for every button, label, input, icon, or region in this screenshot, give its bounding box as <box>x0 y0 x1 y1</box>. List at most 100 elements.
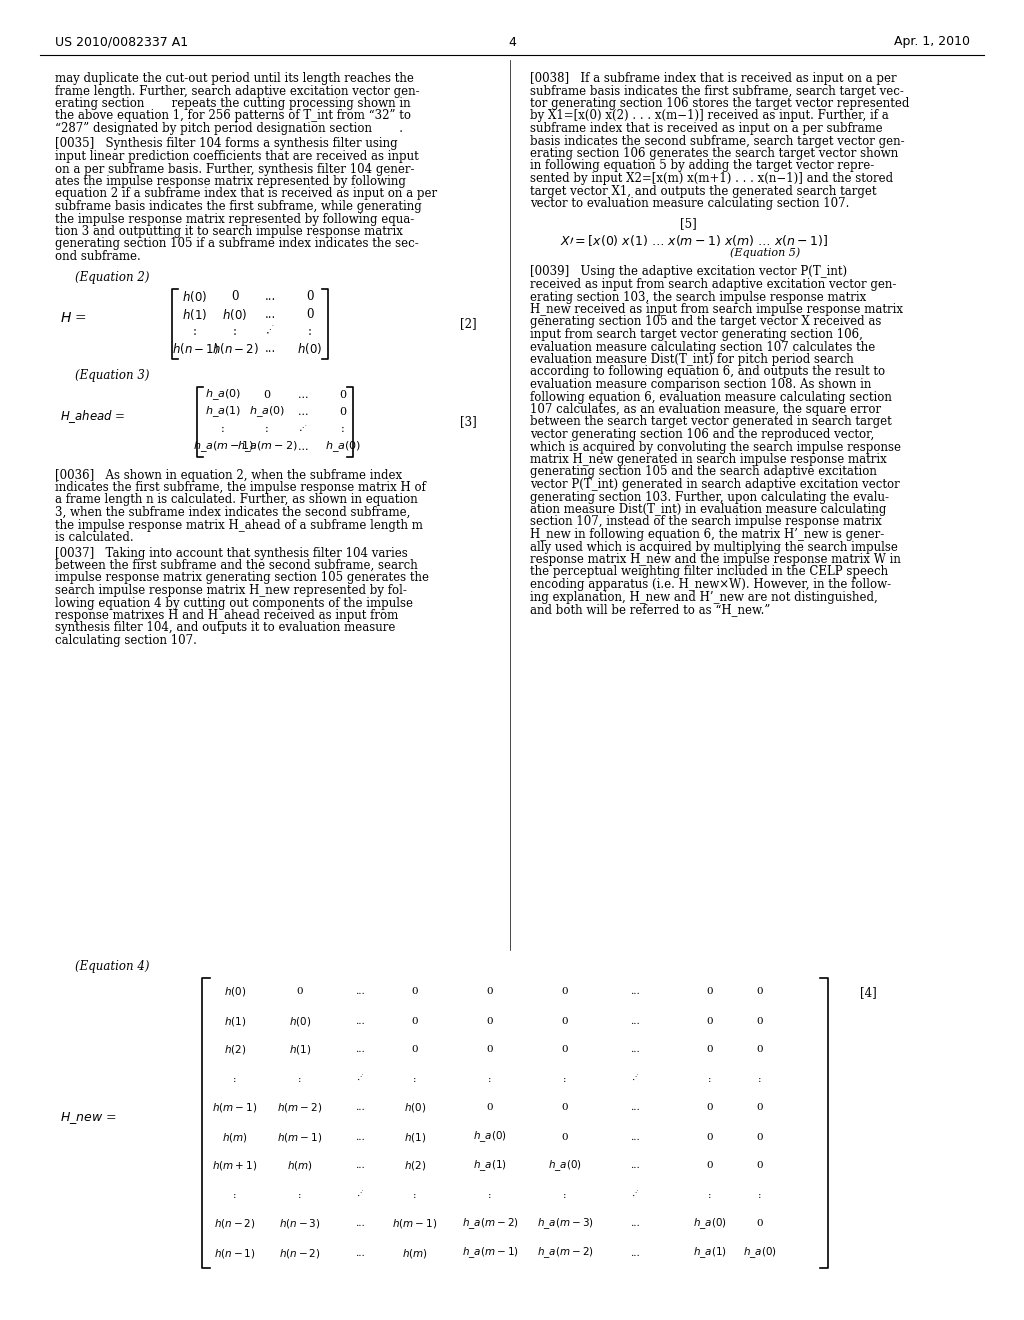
Text: $h(m)$: $h(m)$ <box>402 1246 428 1259</box>
Text: erating section 103, the search impulse response matrix: erating section 103, the search impulse … <box>530 290 866 304</box>
Text: $h(2)$: $h(2)$ <box>403 1159 426 1172</box>
Text: $\cdot^{\cdot^{\cdot}}$: $\cdot^{\cdot^{\cdot}}$ <box>631 1191 639 1200</box>
Text: evaluation measure Dist(T_int) for pitch period search: evaluation measure Dist(T_int) for pitch… <box>530 352 854 366</box>
Text: frame length. Further, search adaptive excitation vector gen-: frame length. Further, search adaptive e… <box>55 84 420 98</box>
Text: the above equation 1, for 256 patterns of T_int from “32” to: the above equation 1, for 256 patterns o… <box>55 110 411 123</box>
Text: subframe basis indicates the first subframe, search target vec-: subframe basis indicates the first subfr… <box>530 84 904 98</box>
Text: 0: 0 <box>306 290 313 304</box>
Text: the impulse response matrix H_ahead of a subframe length m: the impulse response matrix H_ahead of a… <box>55 519 423 532</box>
Text: ...: ... <box>355 1162 365 1171</box>
Text: vector to evaluation measure calculating section 107.: vector to evaluation measure calculating… <box>530 197 849 210</box>
Text: response matrixes H and H_ahead received as input from: response matrixes H and H_ahead received… <box>55 609 398 622</box>
Text: :: : <box>265 425 269 434</box>
Text: [5]: [5] <box>680 218 696 231</box>
Text: $h(n-2)$: $h(n-2)$ <box>214 1217 256 1230</box>
Text: search impulse response matrix H_new represented by fol-: search impulse response matrix H_new rep… <box>55 583 407 597</box>
Text: [2]: [2] <box>460 317 476 330</box>
Text: 0: 0 <box>707 1045 714 1055</box>
Text: [0038]   If a subframe index that is received as input on a per: [0038] If a subframe index that is recei… <box>530 73 897 84</box>
Text: $\cdot^{\cdot^{\cdot}}$: $\cdot^{\cdot^{\cdot}}$ <box>355 1074 365 1084</box>
Text: $h(0)$: $h(0)$ <box>297 342 323 356</box>
Text: $\cdot^{\cdot^{\cdot}}$: $\cdot^{\cdot^{\cdot}}$ <box>298 425 307 434</box>
Text: $h(1)$: $h(1)$ <box>182 306 208 322</box>
Text: 0: 0 <box>486 1045 494 1055</box>
Text: $H\_ahead$ =: $H\_ahead$ = <box>60 408 126 425</box>
Text: $h(0)$: $h(0)$ <box>222 306 248 322</box>
Text: Apr. 1, 2010: Apr. 1, 2010 <box>894 36 970 49</box>
Text: ing explanation, H_new and H’_new are not distinguished,: ing explanation, H_new and H’_new are no… <box>530 590 878 603</box>
Text: 0: 0 <box>757 1104 763 1113</box>
Text: ...: ... <box>630 1133 640 1142</box>
Text: “287” designated by pitch period designation section   .: “287” designated by pitch period designa… <box>55 121 403 135</box>
Text: $h(n-3)$: $h(n-3)$ <box>280 1217 321 1230</box>
Text: generating section 105 if a subframe index indicates the sec-: generating section 105 if a subframe ind… <box>55 238 419 251</box>
Text: indicates the first subframe, the impulse response matrix H of: indicates the first subframe, the impuls… <box>55 480 426 494</box>
Text: [3]: [3] <box>460 414 477 428</box>
Text: which is acquired by convoluting the search impulse response: which is acquired by convoluting the sea… <box>530 441 901 454</box>
Text: $h(m)$: $h(m)$ <box>287 1159 313 1172</box>
Text: 0: 0 <box>757 1220 763 1229</box>
Text: :: : <box>758 1074 762 1084</box>
Text: $\cdot^{\cdot^{\cdot}}$: $\cdot^{\cdot^{\cdot}}$ <box>631 1074 639 1084</box>
Text: 0: 0 <box>562 1016 568 1026</box>
Text: $h\_a(m-2)$: $h\_a(m-2)$ <box>462 1217 518 1232</box>
Text: H_new in following equation 6, the matrix H’_new is gener-: H_new in following equation 6, the matri… <box>530 528 885 541</box>
Text: (Equation 2): (Equation 2) <box>75 271 150 284</box>
Text: 0: 0 <box>757 1016 763 1026</box>
Text: lowing equation 4 by cutting out components of the impulse: lowing equation 4 by cutting out compone… <box>55 597 413 610</box>
Text: $h(m-1)$: $h(m-1)$ <box>278 1130 323 1143</box>
Text: ally used which is acquired by multiplying the search impulse: ally used which is acquired by multiplyi… <box>530 540 898 553</box>
Text: target vector X1, and outputs the generated search target: target vector X1, and outputs the genera… <box>530 185 877 198</box>
Text: 0: 0 <box>757 1045 763 1055</box>
Text: 0: 0 <box>707 1016 714 1026</box>
Text: ...: ... <box>264 308 275 321</box>
Text: ation measure Dist(T_int) in evaluation measure calculating: ation measure Dist(T_int) in evaluation … <box>530 503 887 516</box>
Text: 0: 0 <box>486 987 494 997</box>
Text: following equation 6, evaluation measure calculating section: following equation 6, evaluation measure… <box>530 391 892 404</box>
Text: ...: ... <box>630 1220 640 1229</box>
Text: ...: ... <box>355 1220 365 1229</box>
Text: $h\_a(m-1)$: $h\_a(m-1)$ <box>462 1246 518 1261</box>
Text: 0: 0 <box>486 1016 494 1026</box>
Text: subframe index that is received as input on a per subframe: subframe index that is received as input… <box>530 121 883 135</box>
Text: 0: 0 <box>707 987 714 997</box>
Text: ...: ... <box>630 1016 640 1026</box>
Text: 0: 0 <box>707 1104 714 1113</box>
Text: $h(m-1)$: $h(m-1)$ <box>392 1217 437 1230</box>
Text: ...: ... <box>264 342 275 355</box>
Text: $h(m-1)$: $h(m-1)$ <box>212 1101 258 1114</box>
Text: $h(n-1)$: $h(n-1)$ <box>171 342 218 356</box>
Text: (Equation 4): (Equation 4) <box>75 960 150 973</box>
Text: 0: 0 <box>707 1133 714 1142</box>
Text: (Equation 3): (Equation 3) <box>75 368 150 381</box>
Text: $h(0)$: $h(0)$ <box>289 1015 311 1027</box>
Text: the impulse response matrix represented by following equa-: the impulse response matrix represented … <box>55 213 415 226</box>
Text: $h\_a(0)$: $h\_a(0)$ <box>249 405 285 420</box>
Text: ...: ... <box>630 987 640 997</box>
Text: $h(m+1)$: $h(m+1)$ <box>212 1159 258 1172</box>
Text: $h\_a(0)$: $h\_a(0)$ <box>743 1246 777 1261</box>
Text: :: : <box>298 1191 302 1200</box>
Text: and both will be referred to as “H_new.”: and both will be referred to as “H_new.” <box>530 603 770 616</box>
Text: [4]: [4] <box>860 986 877 999</box>
Text: $\cdot^{\cdot^{\cdot}}$: $\cdot^{\cdot^{\cdot}}$ <box>265 325 274 338</box>
Text: input linear prediction coefficients that are received as input: input linear prediction coefficients tha… <box>55 150 419 162</box>
Text: ...: ... <box>298 389 308 400</box>
Text: 0: 0 <box>562 1104 568 1113</box>
Text: generating section 105 and the target vector X received as: generating section 105 and the target ve… <box>530 315 882 329</box>
Text: 0: 0 <box>306 308 313 321</box>
Text: $h(0)$: $h(0)$ <box>224 986 246 998</box>
Text: 0: 0 <box>339 389 346 400</box>
Text: $\cdot^{\cdot^{\cdot}}$: $\cdot^{\cdot^{\cdot}}$ <box>355 1191 365 1200</box>
Text: $h(1)$: $h(1)$ <box>224 1015 246 1027</box>
Text: according to following equation 6, and outputs the result to: according to following equation 6, and o… <box>530 366 885 379</box>
Text: :: : <box>414 1191 417 1200</box>
Text: 107 calculates, as an evaluation measure, the square error: 107 calculates, as an evaluation measure… <box>530 403 881 416</box>
Text: $h\_a(0)$: $h\_a(0)$ <box>473 1130 507 1144</box>
Text: $h(1)$: $h(1)$ <box>403 1130 426 1143</box>
Text: :: : <box>341 425 345 434</box>
Text: ...: ... <box>298 407 308 417</box>
Text: $H\_new$ =: $H\_new$ = <box>60 1110 117 1126</box>
Text: $h(m-2)$: $h(m-2)$ <box>278 1101 323 1114</box>
Text: response matrix H_new and the impulse response matrix W in: response matrix H_new and the impulse re… <box>530 553 901 566</box>
